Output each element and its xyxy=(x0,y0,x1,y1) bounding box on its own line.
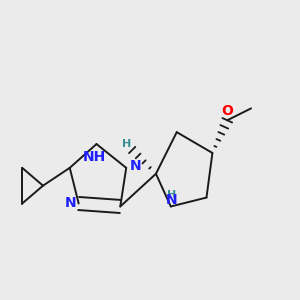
Text: H: H xyxy=(167,190,176,200)
Text: O: O xyxy=(221,104,233,118)
Text: N: N xyxy=(64,196,76,210)
Text: H: H xyxy=(122,139,131,149)
Text: NH: NH xyxy=(82,150,106,164)
Text: N: N xyxy=(129,159,141,173)
Text: N: N xyxy=(166,193,177,207)
